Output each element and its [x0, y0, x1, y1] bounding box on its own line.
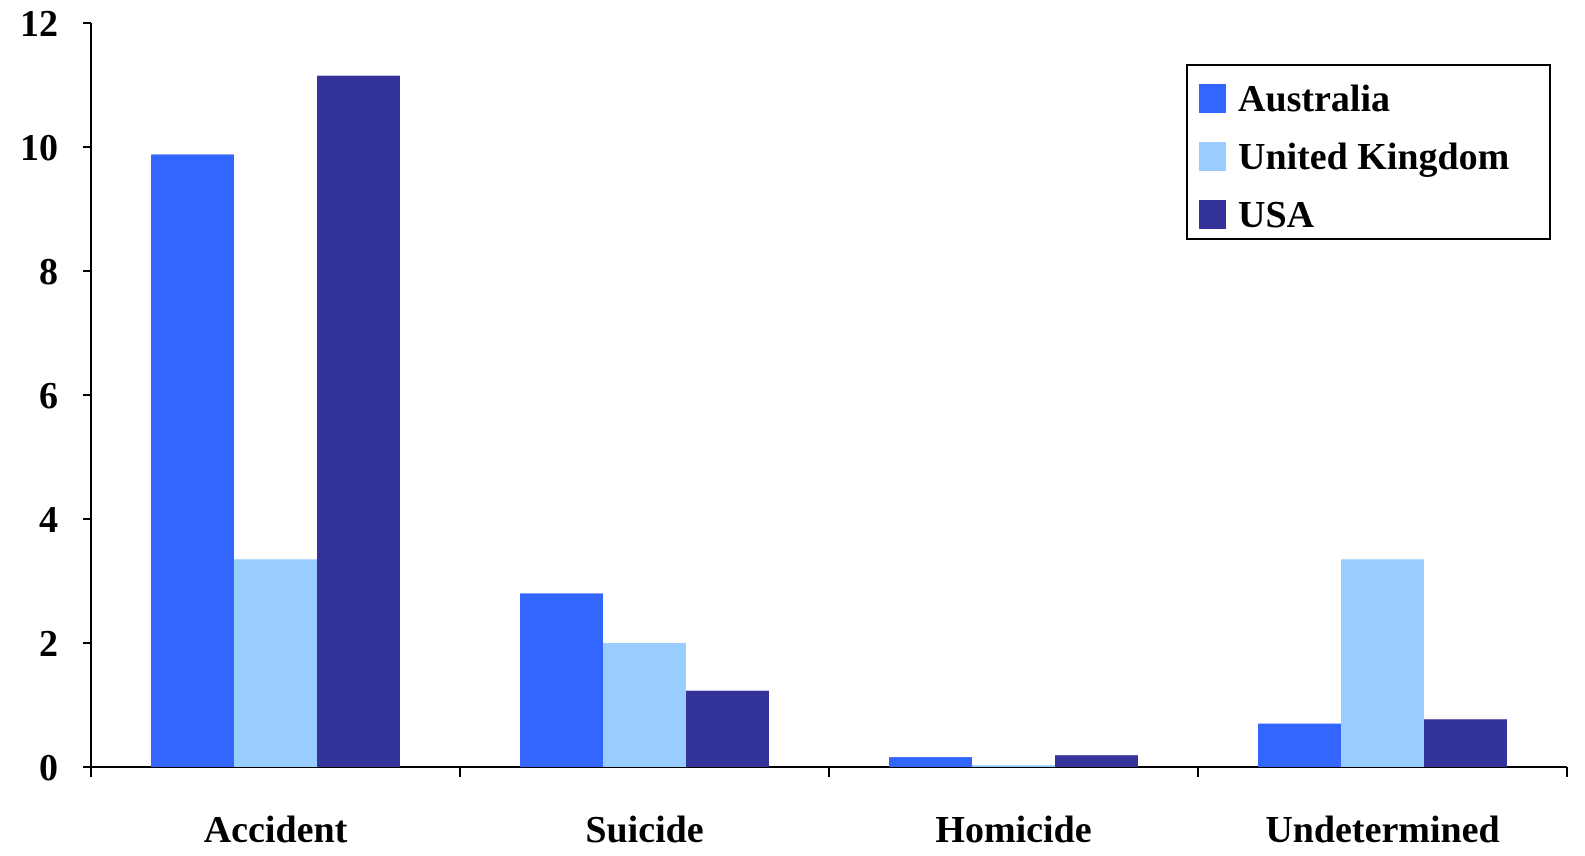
- y-tick-label: 4: [39, 499, 58, 541]
- x-tick-label: Homicide: [935, 809, 1091, 851]
- legend: Australia United Kingdom USA: [1186, 64, 1551, 240]
- bar-australia-accident: [151, 154, 234, 767]
- bar-usa-accident: [317, 75, 400, 767]
- legend-label: Australia: [1238, 78, 1390, 120]
- x-axis: Accident Suicide Homicide Undetermined: [90, 766, 1568, 851]
- x-tick-label: Accident: [204, 809, 348, 851]
- bar-united-kingdom-undetermined: [1341, 559, 1424, 767]
- legend-box: [1186, 64, 1551, 240]
- bar-united-kingdom-suicide: [603, 643, 686, 767]
- legend-swatch-australia: [1199, 84, 1226, 113]
- legend-swatch-united-kingdom: [1199, 142, 1226, 171]
- y-tick-label: 12: [20, 3, 58, 45]
- x-tick-label: Suicide: [585, 809, 703, 851]
- bar-usa-undetermined: [1424, 719, 1507, 767]
- bar-usa-homicide: [1055, 755, 1138, 767]
- bar-united-kingdom-accident: [234, 559, 317, 767]
- y-tick-label: 0: [39, 747, 58, 789]
- bar-australia-undetermined: [1258, 723, 1341, 767]
- y-tick-label: 8: [39, 251, 58, 293]
- y-tick-label: 6: [39, 375, 58, 417]
- bar-united-kingdom-homicide: [972, 765, 1055, 767]
- bar-australia-homicide: [889, 757, 972, 767]
- y-tick-label: 2: [39, 623, 58, 665]
- y-axis: 0 2 4 6 8 10 12: [20, 3, 92, 789]
- y-tick-label: 10: [20, 127, 58, 169]
- legend-label: United Kingdom: [1238, 136, 1509, 178]
- legend-label: USA: [1238, 194, 1315, 236]
- bar-usa-suicide: [686, 690, 769, 767]
- bars: [151, 75, 1507, 767]
- legend-swatch-usa: [1199, 200, 1226, 229]
- x-tick-label: Undetermined: [1265, 809, 1499, 851]
- bar-australia-suicide: [520, 593, 603, 767]
